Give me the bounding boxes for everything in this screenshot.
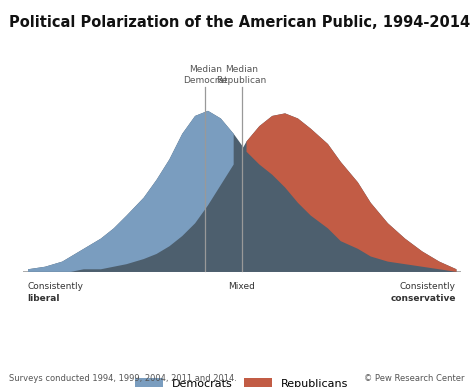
Text: Consistently: Consistently bbox=[27, 282, 83, 291]
Text: liberal: liberal bbox=[27, 295, 60, 303]
Text: Median
Republican: Median Republican bbox=[217, 65, 267, 85]
Text: Mixed: Mixed bbox=[228, 282, 255, 291]
Text: Median
Democrat: Median Democrat bbox=[183, 65, 228, 85]
Text: Surveys conducted 1994, 1999, 2004, 2011 and 2014.: Surveys conducted 1994, 1999, 2004, 2011… bbox=[9, 374, 237, 383]
Text: Political Polarization of the American Public, 1994-2014: Political Polarization of the American P… bbox=[9, 15, 471, 31]
Text: conservative: conservative bbox=[391, 295, 456, 303]
Legend: Democrats, Republicans: Democrats, Republicans bbox=[131, 373, 353, 387]
Text: © Pew Research Center: © Pew Research Center bbox=[364, 374, 465, 383]
Text: Consistently: Consistently bbox=[400, 282, 456, 291]
